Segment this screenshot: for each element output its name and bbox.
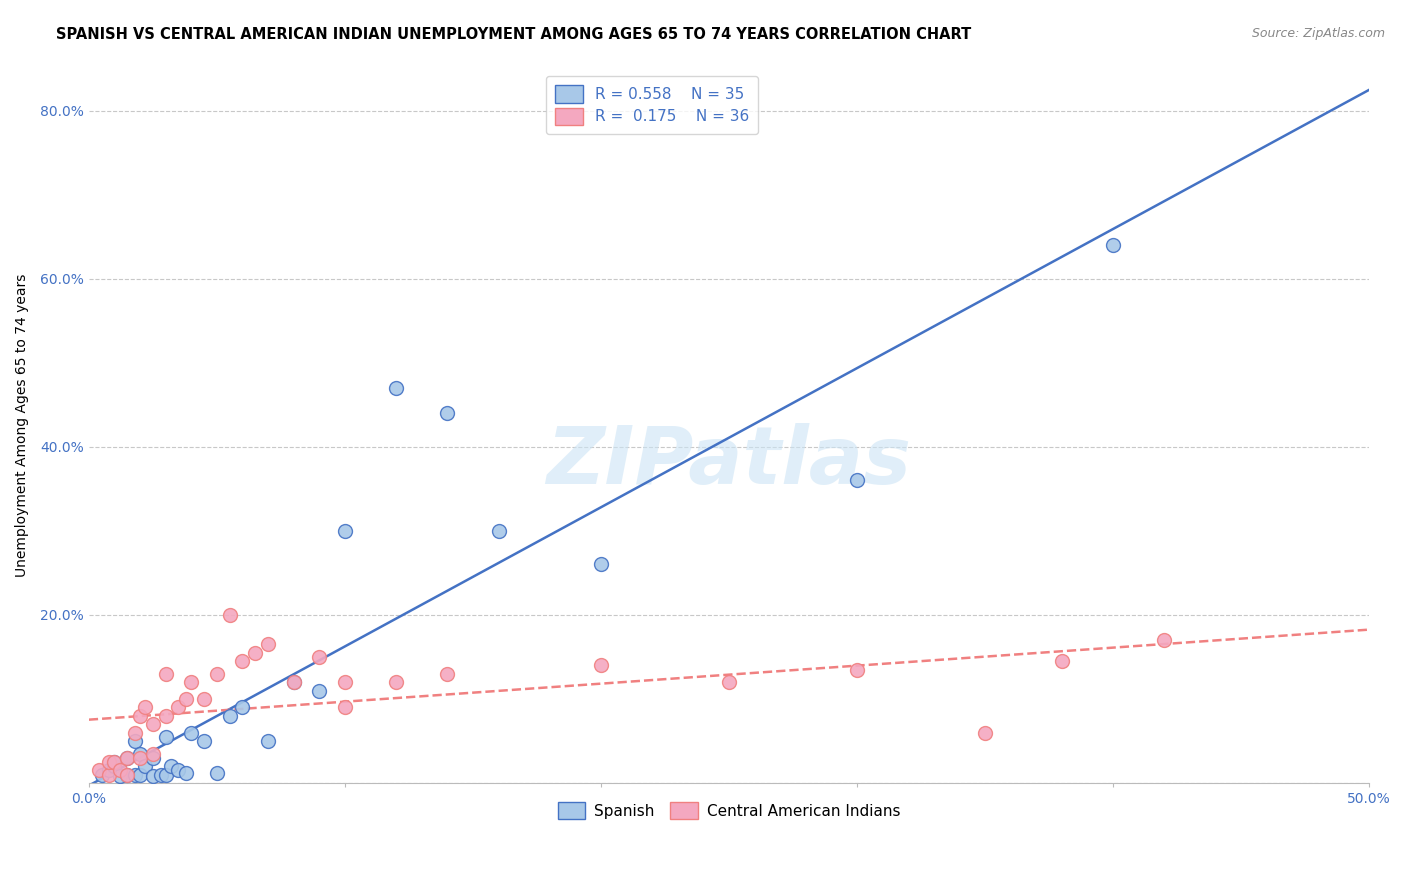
Point <box>436 666 458 681</box>
Point <box>333 700 356 714</box>
Point <box>142 751 165 765</box>
Point <box>308 683 330 698</box>
Point <box>974 725 997 739</box>
Point <box>129 747 152 761</box>
Point <box>1050 654 1073 668</box>
Point <box>124 734 146 748</box>
Point <box>385 381 408 395</box>
Point <box>117 767 139 781</box>
Point <box>155 730 177 744</box>
Point <box>98 767 121 781</box>
Point <box>218 607 240 622</box>
Point <box>117 767 139 781</box>
Point <box>193 734 215 748</box>
Point <box>180 725 202 739</box>
Point <box>180 675 202 690</box>
Point <box>436 406 458 420</box>
Point <box>98 764 121 778</box>
Y-axis label: Unemployment Among Ages 65 to 74 years: Unemployment Among Ages 65 to 74 years <box>15 274 30 577</box>
Point <box>134 700 156 714</box>
Point <box>159 759 181 773</box>
Point <box>333 675 356 690</box>
Point <box>218 708 240 723</box>
Point <box>174 692 197 706</box>
Point <box>129 708 152 723</box>
Point <box>257 734 280 748</box>
Point <box>308 649 330 664</box>
Point <box>117 751 139 765</box>
Point <box>90 767 112 781</box>
Point <box>129 751 152 765</box>
Point <box>846 663 869 677</box>
Point <box>205 666 228 681</box>
Point <box>129 767 152 781</box>
Point <box>846 474 869 488</box>
Point <box>98 755 121 769</box>
Point <box>205 766 228 780</box>
Point <box>245 646 267 660</box>
Point <box>231 654 253 668</box>
Point <box>174 766 197 780</box>
Point <box>142 747 165 761</box>
Point <box>488 524 510 538</box>
Point <box>283 675 305 690</box>
Point <box>155 767 177 781</box>
Point <box>231 700 253 714</box>
Legend: Spanish, Central American Indians: Spanish, Central American Indians <box>551 796 907 825</box>
Point <box>124 767 146 781</box>
Point <box>117 751 139 765</box>
Point <box>1102 238 1125 252</box>
Point <box>717 675 740 690</box>
Point <box>167 700 190 714</box>
Point <box>134 759 156 773</box>
Text: ZIPatlas: ZIPatlas <box>547 423 911 500</box>
Point <box>103 759 125 773</box>
Point <box>124 725 146 739</box>
Point <box>103 755 125 769</box>
Point <box>87 764 110 778</box>
Point <box>142 717 165 731</box>
Point <box>108 769 131 783</box>
Point <box>589 558 612 572</box>
Point <box>333 524 356 538</box>
Point <box>257 637 280 651</box>
Point <box>155 666 177 681</box>
Point <box>142 769 165 783</box>
Point <box>108 764 131 778</box>
Text: Source: ZipAtlas.com: Source: ZipAtlas.com <box>1251 27 1385 40</box>
Point <box>103 755 125 769</box>
Text: SPANISH VS CENTRAL AMERICAN INDIAN UNEMPLOYMENT AMONG AGES 65 TO 74 YEARS CORREL: SPANISH VS CENTRAL AMERICAN INDIAN UNEMP… <box>56 27 972 42</box>
Point <box>385 675 408 690</box>
Point <box>193 692 215 706</box>
Point <box>589 658 612 673</box>
Point <box>1153 633 1175 648</box>
Point <box>155 708 177 723</box>
Point <box>167 764 190 778</box>
Point <box>283 675 305 690</box>
Point <box>149 767 172 781</box>
